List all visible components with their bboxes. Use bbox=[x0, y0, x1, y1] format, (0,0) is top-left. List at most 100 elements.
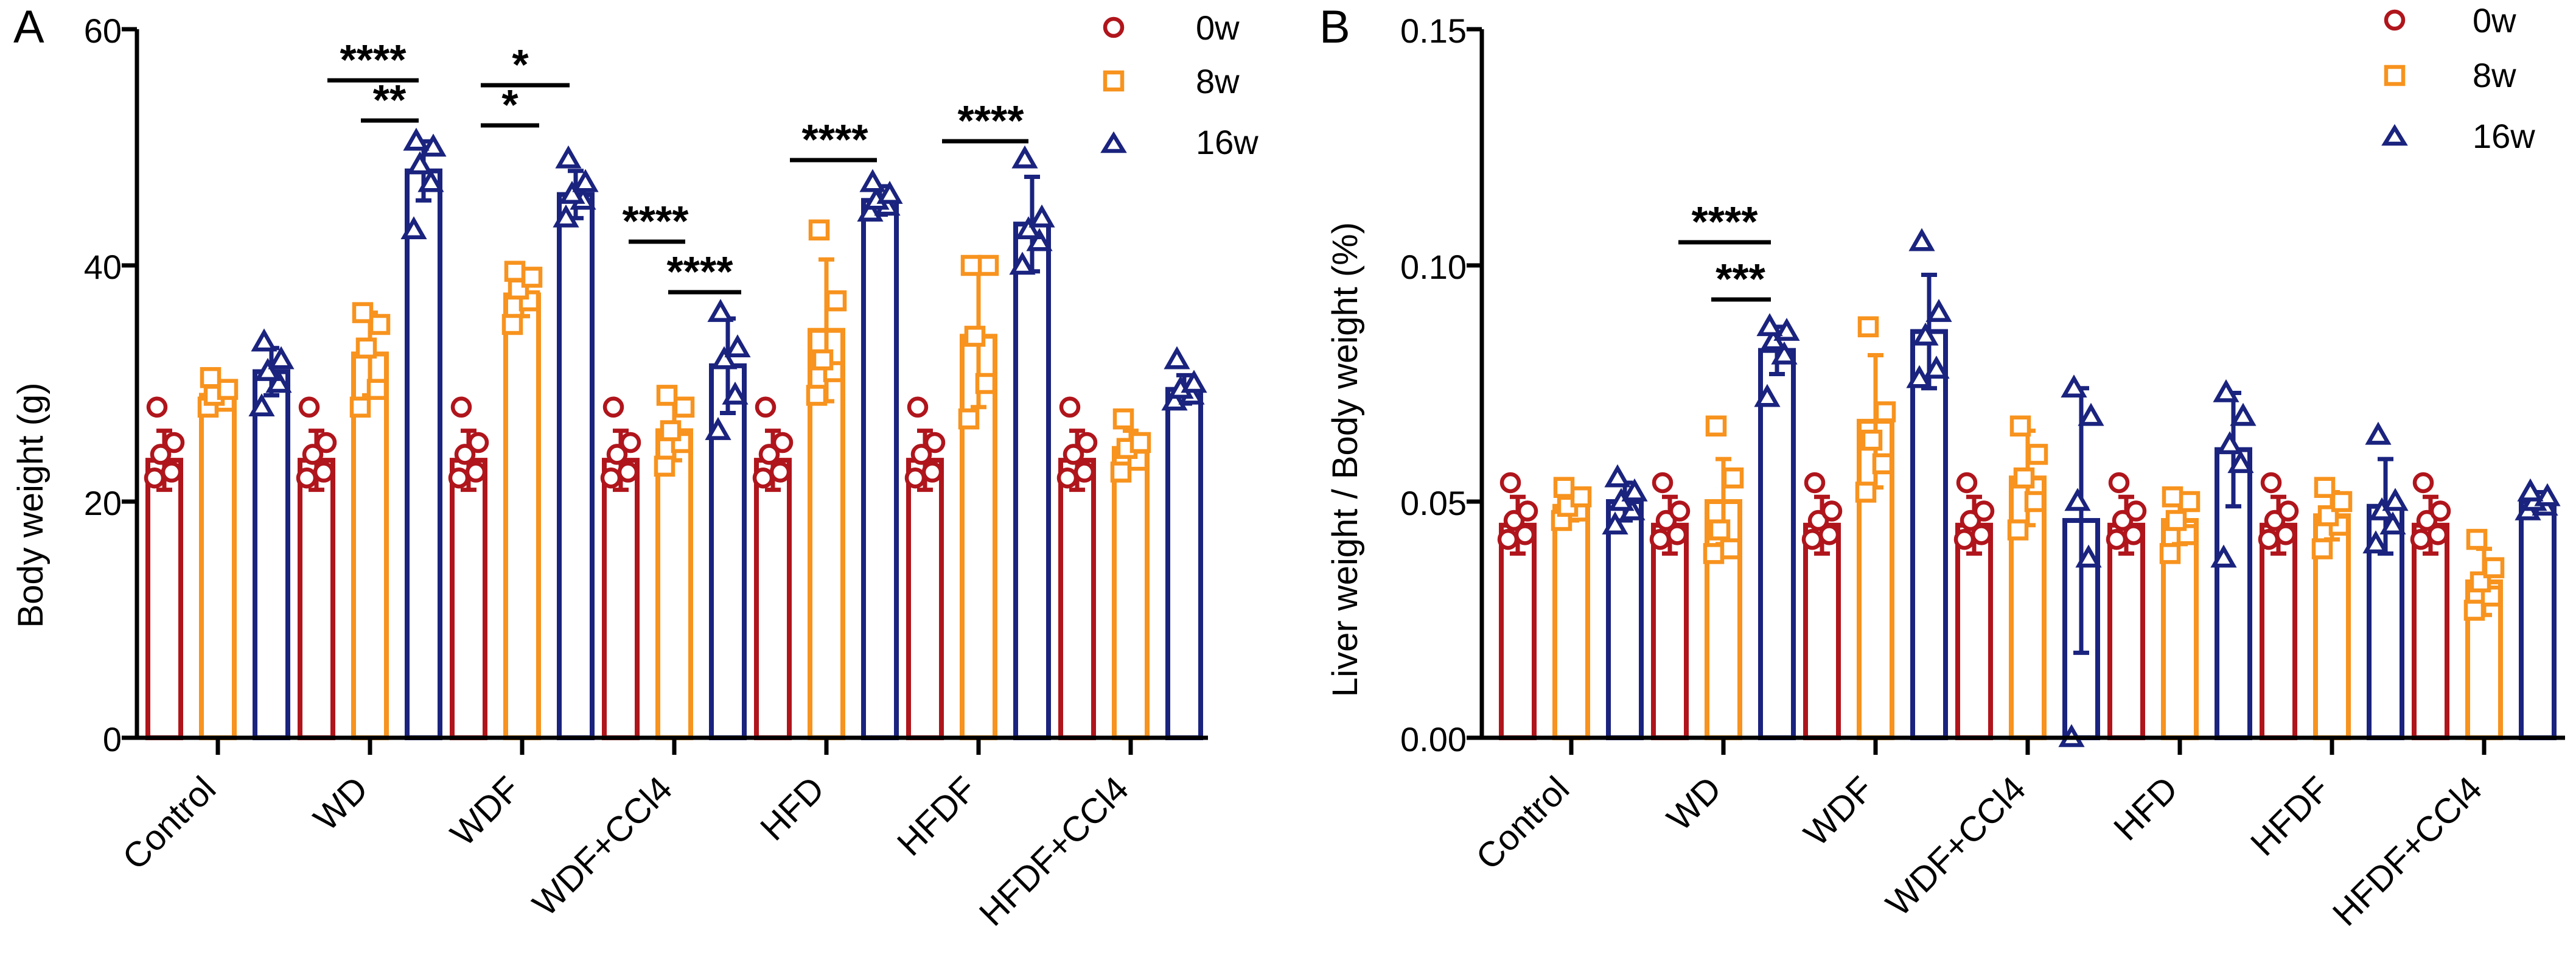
data-point-triangle bbox=[1602, 511, 1628, 535]
data-point-square bbox=[673, 396, 695, 418]
panel-a-body-weight: A Body weight (g) 60 40 20 0 Control WD … bbox=[11, 1, 1258, 934]
sig-label: **** bbox=[958, 97, 1025, 144]
panel-a-significance: **** ** * * **** **** **** **** bbox=[327, 36, 1028, 295]
data-point-triangle bbox=[1026, 228, 1053, 251]
panel-b-category-label: WDF+CCl4 bbox=[1879, 769, 2033, 923]
data-point-circle bbox=[1514, 524, 1536, 545]
data-point-circle bbox=[1953, 528, 1975, 550]
data-point-square bbox=[1553, 477, 1575, 498]
data-point-circle bbox=[467, 432, 489, 453]
panel-a-category-label: WDF+CCl4 bbox=[525, 769, 680, 923]
panel-a-category-label: HFDF bbox=[890, 769, 984, 863]
data-point-triangle bbox=[1923, 355, 1950, 379]
bar-0w bbox=[1955, 522, 1993, 740]
bar-8w bbox=[199, 393, 237, 740]
data-point-circle bbox=[144, 467, 166, 489]
data-point-circle bbox=[163, 432, 185, 453]
sig-label: **** bbox=[667, 248, 734, 295]
bar-16w bbox=[253, 369, 290, 740]
data-point-circle bbox=[1499, 472, 1521, 494]
data-point-circle bbox=[1801, 528, 1823, 550]
panel-b-ytick-label: 0.10 bbox=[1400, 248, 1467, 286]
panel-b-legend-label: 0w bbox=[2473, 1, 2516, 40]
data-point-square bbox=[1861, 429, 1883, 451]
data-point-square bbox=[1857, 316, 1879, 338]
panel-b-category-label: HFDF+CCl4 bbox=[2325, 769, 2490, 933]
data-point-circle bbox=[2410, 528, 2432, 550]
data-point-triangle bbox=[251, 328, 277, 352]
sig-label: **** bbox=[802, 116, 869, 163]
data-point-circle bbox=[1073, 461, 1095, 483]
data-point-square bbox=[660, 420, 682, 441]
panel-b-category-labels: Control WD WDF WDF+CCl4 HFD HFDF HFDF+CC… bbox=[1468, 769, 2490, 933]
data-point-circle bbox=[1821, 500, 1843, 522]
data-point-square bbox=[2007, 519, 2029, 541]
data-point-circle bbox=[1807, 510, 1829, 531]
data-point-triangle bbox=[859, 169, 886, 192]
data-point-circle bbox=[1059, 396, 1081, 418]
panel-b-ytick-label: 0.00 bbox=[1400, 720, 1467, 758]
data-point-triangle bbox=[2078, 402, 2104, 426]
data-point-square bbox=[2024, 491, 2046, 513]
data-point-square bbox=[504, 261, 526, 282]
data-point-circle bbox=[465, 461, 487, 483]
data-point-circle bbox=[600, 467, 622, 489]
data-point-square bbox=[1722, 467, 1744, 489]
data-point-square bbox=[2013, 467, 2035, 489]
bar-8w bbox=[503, 292, 541, 740]
data-point-square bbox=[806, 385, 828, 406]
panel-b-category-label: Control bbox=[1468, 769, 1577, 877]
bar-0w bbox=[602, 458, 640, 740]
data-point-triangle bbox=[572, 169, 599, 192]
bar-8w bbox=[1112, 446, 1150, 740]
bar-16w bbox=[557, 192, 595, 741]
panel-a-legend-label: 16w bbox=[1196, 123, 1258, 161]
data-point-triangle bbox=[2216, 431, 2243, 455]
data-point-triangle bbox=[1181, 369, 1207, 393]
data-point-circle bbox=[298, 396, 320, 418]
bar-0w bbox=[450, 458, 487, 740]
data-point-square bbox=[656, 385, 678, 406]
panel-b-legend: 0w 8w 16w bbox=[2381, 1, 2535, 155]
data-point-circle bbox=[150, 444, 172, 465]
data-point-square bbox=[977, 254, 999, 276]
data-point-triangle bbox=[876, 181, 903, 204]
data-point-circle bbox=[769, 461, 791, 483]
data-point-square bbox=[217, 379, 239, 400]
data-point-square bbox=[200, 367, 222, 388]
data-point-triangle bbox=[407, 151, 433, 175]
data-point-square bbox=[2179, 491, 2201, 513]
panel-b-category-label: HFDF bbox=[2243, 769, 2337, 863]
panel-a-axes bbox=[122, 27, 1208, 755]
data-point-triangle bbox=[1754, 383, 1781, 407]
data-point-triangle bbox=[2517, 478, 2544, 502]
data-point-triangle bbox=[1925, 299, 1952, 322]
panel-b-axes bbox=[1467, 27, 2565, 755]
panel-a-category-labels: Control WD WDF WDF+CCl4 HFD HFDF HFDF+CC… bbox=[115, 769, 1136, 933]
data-point-circle bbox=[1973, 500, 1995, 522]
data-point-triangle bbox=[724, 334, 751, 358]
sig-label: * bbox=[512, 41, 529, 88]
data-point-circle bbox=[755, 396, 777, 418]
data-point-circle bbox=[2277, 500, 2299, 522]
bar-0w bbox=[2107, 522, 2145, 740]
data-point-triangle bbox=[2534, 483, 2561, 506]
data-point-triangle bbox=[2362, 530, 2389, 554]
panel-a-category-label: HFD bbox=[753, 769, 832, 848]
data-point-triangle bbox=[254, 358, 281, 381]
data-point-circle bbox=[602, 396, 624, 418]
bar-16w bbox=[1165, 387, 1203, 740]
data-point-triangle bbox=[705, 417, 731, 440]
bar-16w bbox=[1606, 499, 1644, 740]
bar-16w bbox=[2519, 499, 2557, 740]
bar-16w bbox=[1758, 348, 1796, 740]
data-point-triangle bbox=[2365, 421, 2392, 445]
data-point-square bbox=[2162, 486, 2183, 508]
bar-8w bbox=[655, 428, 693, 740]
data-point-circle bbox=[1818, 524, 1840, 545]
data-point-square bbox=[960, 254, 982, 276]
data-point-circle bbox=[454, 444, 476, 465]
data-point-triangle bbox=[553, 204, 579, 228]
data-point-circle bbox=[313, 461, 335, 483]
bar-16w bbox=[1013, 222, 1051, 741]
